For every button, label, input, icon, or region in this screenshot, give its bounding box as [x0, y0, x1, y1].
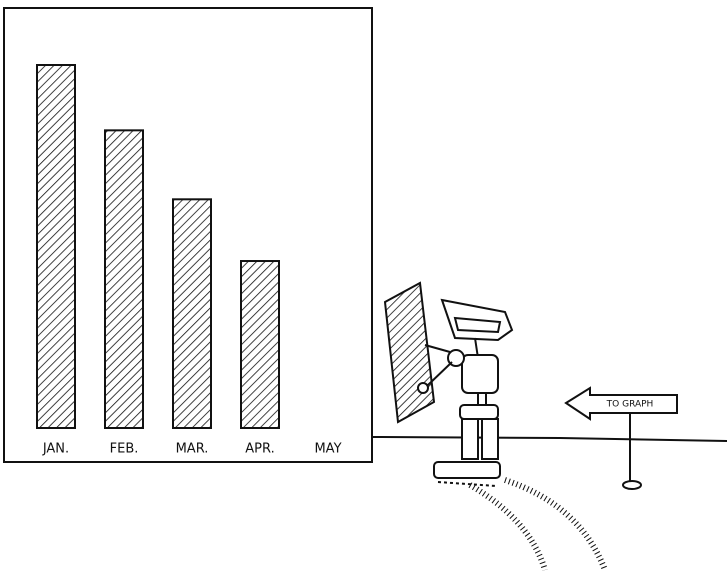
- page: {"chart_data": {"type": "bar", "categori…: [0, 0, 727, 574]
- bar: [105, 130, 143, 428]
- robot: [385, 283, 512, 486]
- x-tick-label: JAN.: [42, 442, 69, 457]
- x-tick-label: FEB.: [110, 442, 139, 457]
- sign-label: TO GRAPH: [606, 400, 654, 410]
- x-tick-label: APR.: [245, 442, 274, 457]
- x-tick-label: MAY: [314, 442, 341, 457]
- illustration: JAN. FEB. MAR. APR. MAY TO GRAPH: [0, 0, 727, 574]
- bar: [241, 261, 279, 428]
- x-tick-label: MAR.: [176, 442, 209, 457]
- track-mark: [470, 485, 545, 570]
- bar: [173, 199, 211, 428]
- ground-line: [372, 437, 727, 441]
- bar: [37, 65, 75, 428]
